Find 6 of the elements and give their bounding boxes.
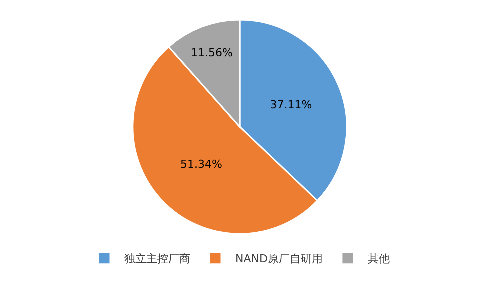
legend-label: 独立主控厂商	[124, 252, 190, 266]
legend-label: NAND原厂自研用	[236, 252, 323, 266]
legend-label: 其他	[368, 252, 390, 266]
data-label: 37.11%	[270, 98, 312, 112]
data-label: 51.34%	[180, 158, 222, 171]
data-label: 11.56%	[190, 46, 233, 60]
